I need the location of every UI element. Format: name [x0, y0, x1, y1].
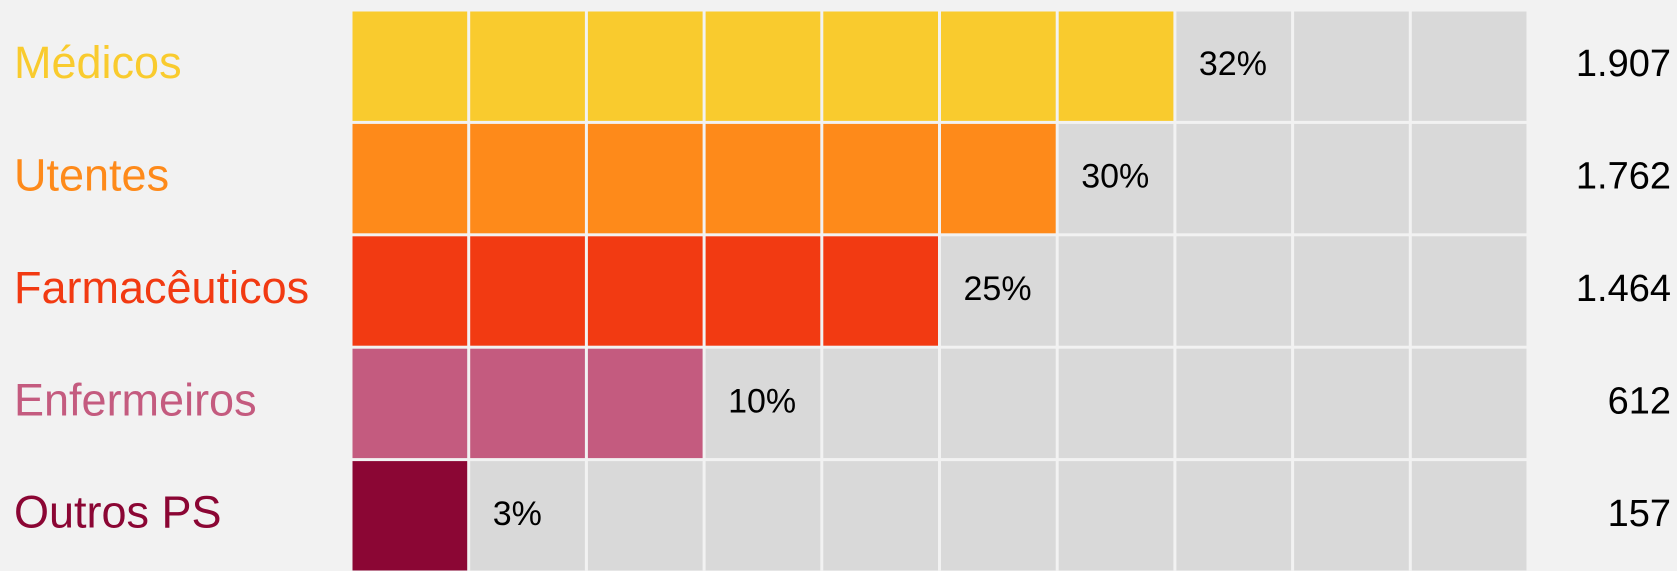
empty-cell: [587, 461, 703, 571]
filled-cell: [823, 236, 938, 346]
filled-cell: [587, 123, 703, 234]
empty-cell: [1411, 236, 1527, 346]
category-label: Outros PS: [14, 487, 222, 538]
filled-cell: [823, 123, 938, 234]
empty-cell: [1058, 123, 1174, 234]
empty-cell: [1176, 123, 1292, 234]
value-label: 30%: [1081, 158, 1149, 196]
filled-cell: [587, 236, 703, 346]
empty-cell: [1294, 236, 1409, 346]
filled-cell: [705, 123, 821, 234]
empty-cell: [1058, 461, 1174, 571]
category-label: Enfermeiros: [14, 374, 257, 425]
total-label: 1.464: [1576, 268, 1671, 310]
filled-cell: [941, 123, 1056, 234]
empty-cell: [941, 461, 1056, 571]
empty-cell: [823, 461, 938, 571]
total-label: 1.907: [1576, 43, 1671, 85]
empty-cell: [1411, 11, 1527, 121]
filled-cell: [352, 348, 468, 459]
empty-cell: [1411, 123, 1527, 234]
filled-cell: [352, 123, 468, 234]
filled-cell: [470, 348, 585, 459]
category-label: Médicos: [14, 37, 182, 88]
filled-cell: [352, 11, 468, 121]
filled-cell: [470, 236, 585, 346]
empty-cell: [705, 348, 821, 459]
value-label: 25%: [964, 270, 1032, 308]
empty-cell: [1294, 348, 1409, 459]
filled-cell: [587, 348, 703, 459]
empty-cell: [941, 236, 1056, 346]
empty-cell: [1058, 236, 1174, 346]
empty-cell: [941, 348, 1056, 459]
value-label: 3%: [493, 495, 542, 533]
empty-cell: [1058, 348, 1174, 459]
empty-cell: [1176, 348, 1292, 459]
filled-cell: [941, 11, 1056, 121]
empty-cell: [470, 461, 585, 571]
empty-cell: [1176, 236, 1292, 346]
filled-cell: [705, 236, 821, 346]
empty-cell: [1411, 348, 1527, 459]
total-label: 157: [1608, 493, 1671, 535]
value-label: 32%: [1199, 45, 1267, 83]
empty-cell: [1294, 461, 1409, 571]
total-label: 612: [1608, 380, 1671, 422]
value-label: 10%: [728, 382, 796, 420]
category-label: Utentes: [14, 149, 169, 200]
filled-cell: [352, 236, 468, 346]
empty-cell: [705, 461, 821, 571]
total-label: 1.762: [1576, 156, 1671, 198]
empty-cell: [1294, 123, 1409, 234]
filled-cell: [1058, 11, 1174, 121]
empty-cell: [823, 348, 938, 459]
filled-cell: [352, 461, 468, 571]
filled-cell: [823, 11, 938, 121]
filled-cell: [705, 11, 821, 121]
category-label: Farmacêuticos: [14, 262, 309, 313]
empty-cell: [1176, 461, 1292, 571]
filled-cell: [587, 11, 703, 121]
empty-cell: [1176, 11, 1292, 121]
filled-cell: [470, 11, 585, 121]
filled-cell: [470, 123, 585, 234]
empty-cell: [1411, 461, 1527, 571]
empty-cell: [1294, 11, 1409, 121]
